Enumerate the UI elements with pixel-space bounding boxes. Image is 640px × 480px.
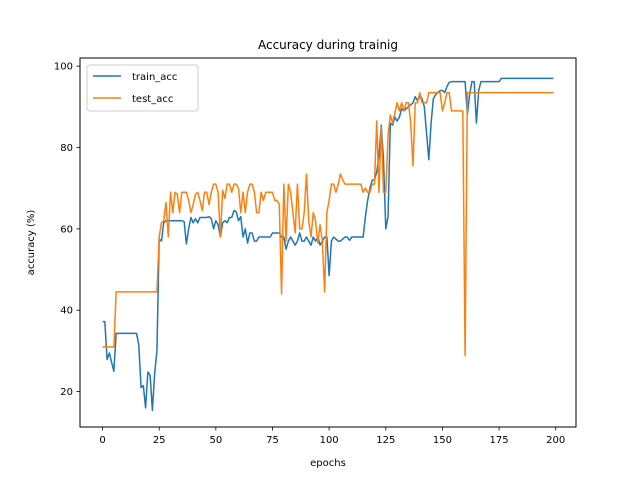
legend: train_acc test_acc [86, 64, 199, 112]
axes-frame [79, 57, 577, 428]
series-line-train-acc [102, 77, 554, 412]
x-tick-label: 0 [99, 435, 105, 446]
x-tick-label: 175 [490, 435, 509, 446]
y-tick-label: 40 [60, 306, 73, 317]
x-tick-label: 75 [266, 435, 279, 446]
plot-lines [102, 77, 554, 412]
legend-label: train_acc [132, 72, 177, 83]
y-tick-label: 60 [60, 224, 73, 235]
x-tick-label: 50 [209, 435, 222, 446]
x-tick-label: 200 [546, 435, 565, 446]
y-tick-label: 20 [60, 387, 73, 398]
x-tick-label: 25 [153, 435, 166, 446]
x-axis-label: epochs [310, 458, 346, 469]
x-tick-label: 150 [433, 435, 452, 446]
series-line-test-acc [102, 91, 554, 357]
x-tick-label: 125 [376, 435, 395, 446]
legend-label: test_acc [132, 94, 173, 105]
x-tick-label: 100 [320, 435, 339, 446]
chart-title: Accuracy during trainig [258, 38, 398, 52]
x-axis-ticks: 0 25 50 75 100 125 150 175 200 [99, 427, 565, 446]
y-axis-ticks: 20 40 60 80 100 [54, 62, 80, 398]
y-axis-label: accuracy (%) [26, 210, 37, 276]
y-tick-label: 80 [60, 143, 73, 154]
y-tick-label: 100 [54, 62, 73, 73]
